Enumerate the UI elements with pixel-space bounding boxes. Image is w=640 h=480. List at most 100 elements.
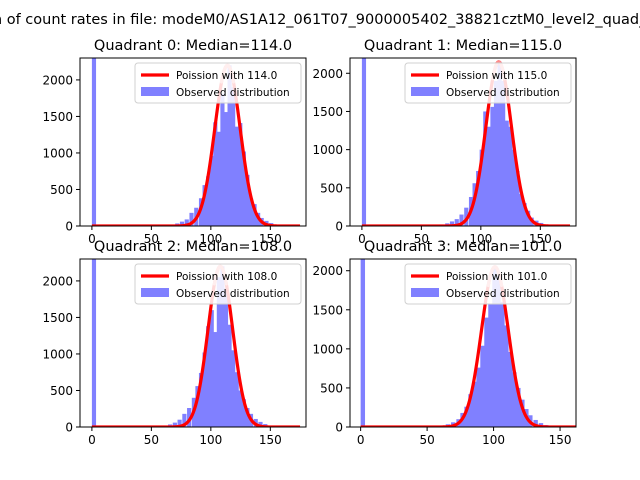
y-tick-label: 2000: [312, 67, 343, 81]
histogram-bar: [198, 372, 204, 427]
histogram-bar: [258, 421, 263, 427]
histogram-bar: [454, 219, 459, 226]
histogram-bar: [172, 422, 177, 427]
y-tick-label: 500: [50, 384, 73, 398]
legend-label-poisson: Poission with 115.0: [446, 70, 547, 82]
histogram-bar: [492, 266, 497, 427]
y-tick-label: 0: [65, 421, 73, 435]
histogram-bar: [209, 310, 214, 427]
histogram-bar: [361, 58, 367, 226]
y-tick-label: 1500: [42, 110, 73, 124]
x-tick-label: 150: [529, 232, 552, 246]
x-tick-label: 0: [88, 232, 96, 246]
histogram-bar: [468, 394, 473, 427]
y-tick-label: 500: [320, 181, 343, 195]
histogram-bar: [248, 198, 254, 226]
y-tick-label: 1000: [42, 146, 73, 160]
y-tick-label: 1000: [312, 342, 343, 356]
x-tick-label: 100: [482, 433, 505, 447]
y-tick-label: 2000: [312, 264, 343, 278]
x-tick-label: 100: [469, 232, 492, 246]
legend-patch-swatch: [411, 87, 439, 96]
histogram-bar: [202, 185, 207, 226]
legend-patch-swatch: [141, 87, 169, 96]
x-tick-label: 0: [357, 433, 365, 447]
histogram-bar: [504, 120, 509, 226]
histogram-bar: [234, 372, 239, 427]
histogram-bar: [486, 126, 491, 226]
histogram-bar: [508, 126, 513, 226]
histogram-bar: [488, 303, 493, 427]
y-tick-label: 1500: [312, 303, 343, 317]
histogram-bar: [511, 149, 516, 226]
legend: Poission with 114.0 Observed distribution: [134, 62, 302, 104]
legend-label-poisson: Poission with 114.0: [176, 70, 277, 82]
histogram-bar: [238, 390, 243, 427]
histogram-bar: [223, 112, 229, 226]
legend-patch-swatch: [141, 288, 169, 297]
y-tick-label: 500: [320, 381, 343, 395]
histogram-bar: [238, 123, 243, 226]
histogram-bar: [483, 111, 488, 226]
histogram-bar: [220, 93, 225, 226]
histogram-bar: [518, 193, 524, 226]
legend-label-poisson: Poission with 101.0: [446, 271, 547, 283]
subplot-title: Quadrant 3: Median=101.0: [364, 239, 562, 255]
y-tick-label: 0: [65, 220, 73, 234]
legend-label-poisson: Poission with 108.0: [176, 271, 277, 283]
histogram-bar: [195, 386, 200, 427]
histogram-bar: [234, 126, 239, 226]
histogram-bar: [360, 259, 366, 427]
histogram-bar: [202, 352, 207, 427]
histogram-bar: [476, 171, 481, 226]
y-tick-label: 2000: [42, 73, 73, 87]
histogram-bar: [209, 155, 214, 226]
legend: Poission with 108.0 Observed distribution: [134, 263, 302, 305]
y-tick-label: 0: [335, 421, 343, 435]
histogram-bar: [216, 131, 221, 226]
legend: Poission with 101.0 Observed distribution: [404, 263, 572, 305]
histogram-bar: [216, 277, 221, 427]
x-tick-label: 50: [144, 232, 159, 246]
histogram-bar: [184, 219, 189, 226]
histogram-bar: [493, 80, 499, 226]
histogram-bar: [479, 149, 484, 226]
x-tick-label: 0: [358, 232, 366, 246]
histogram-bar: [515, 171, 520, 226]
histogram-bar: [459, 214, 464, 226]
subplot-title: Quadrant 0: Median=114.0: [94, 38, 292, 54]
histogram-bar: [449, 221, 455, 226]
histogram-bar: [223, 288, 229, 427]
x-tick-label: 100: [199, 433, 222, 447]
x-tick-label: 50: [144, 433, 159, 447]
histogram-bar: [241, 151, 246, 226]
histogram-bar: [516, 387, 521, 427]
legend-box: [134, 263, 302, 305]
histogram-bar: [512, 372, 517, 427]
legend: Poission with 115.0 Observed distribution: [404, 62, 572, 104]
histogram-bar: [206, 176, 211, 226]
legend-patch-swatch: [411, 288, 439, 297]
histogram-bar: [476, 367, 481, 427]
histogram-bar: [496, 274, 501, 427]
histogram-bar: [497, 61, 502, 226]
axes-frame: [79, 258, 307, 428]
x-tick-label: 0: [88, 433, 96, 447]
histogram-bar: [520, 399, 525, 427]
histogram-bar: [252, 204, 257, 226]
subplot-title: Quadrant 2: Median=108.0: [94, 239, 292, 255]
subplot-title: Quadrant 1: Median=115.0: [364, 38, 562, 54]
histogram-bar: [245, 408, 250, 427]
histogram-bar: [472, 381, 477, 427]
figure-suptitle: Histogram of count rates in file: modeM0…: [0, 12, 640, 28]
histogram-bar: [522, 203, 527, 226]
legend-label-observed: Observed distribution: [176, 288, 290, 300]
histogram-bar: [213, 122, 218, 226]
histogram-bar: [241, 399, 246, 427]
histogram-bar: [526, 210, 531, 226]
histogram-bar: [231, 350, 236, 427]
histogram-bar: [91, 58, 97, 226]
x-tick-label: 50: [419, 433, 434, 447]
